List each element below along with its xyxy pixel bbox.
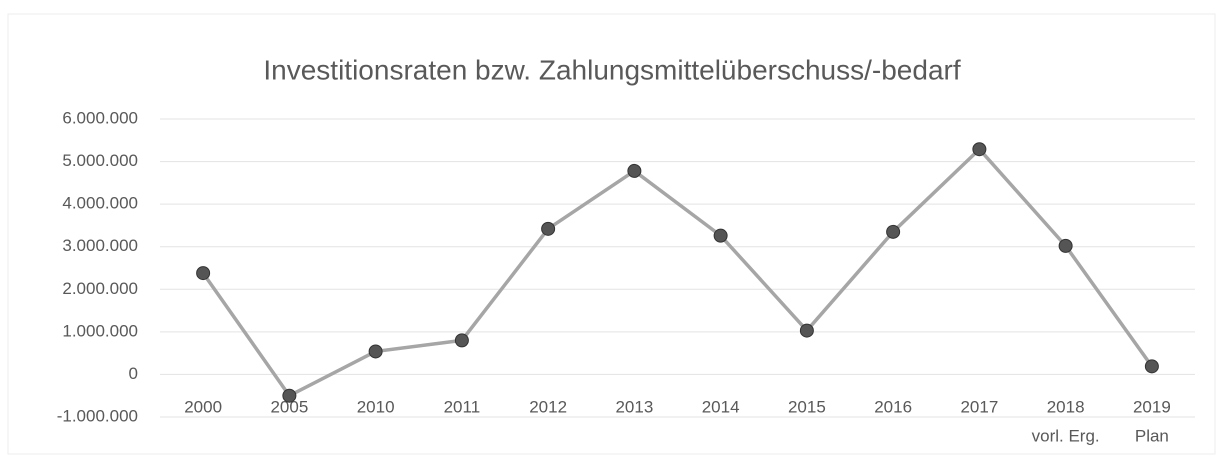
x-tick-label: 2011	[444, 397, 481, 416]
y-tick-label: 3.000.000	[62, 236, 138, 255]
series-line	[201, 147, 1154, 398]
data-point	[368, 344, 383, 359]
x-tick-label: Plan	[1135, 426, 1169, 445]
x-tick-label: 2019	[1133, 397, 1171, 416]
x-tick-label: 2018	[1047, 397, 1085, 416]
y-tick-label: 5.000.000	[62, 151, 138, 170]
data-point	[1144, 359, 1159, 374]
y-tick-label: 0	[129, 364, 138, 383]
y-tick-label: 4.000.000	[62, 194, 138, 213]
chart-frame	[7, 13, 1216, 455]
x-tick-label: 2017	[960, 397, 998, 416]
x-tick-label: 2016	[874, 397, 912, 416]
y-tick-label: 6.000.000	[62, 108, 138, 127]
x-tick-label: 2010	[357, 397, 395, 416]
data-point	[454, 333, 469, 348]
data-point	[713, 228, 728, 243]
x-tick-label: 2014	[702, 397, 740, 416]
y-tick-label: 1.000.000	[62, 321, 138, 340]
x-tick-label: 2000	[184, 397, 222, 416]
y-tick-label: 2.000.000	[62, 279, 138, 298]
data-point	[627, 163, 642, 178]
data-point	[196, 266, 211, 281]
x-tick-label: vorl. Erg.	[1032, 426, 1100, 445]
data-point	[541, 221, 556, 236]
x-tick-label: 2013	[615, 397, 653, 416]
x-tick-label: 2005	[270, 397, 308, 416]
data-point	[282, 388, 297, 403]
x-tick-label: 2015	[788, 397, 826, 416]
y-tick-label: -1.000.000	[57, 406, 138, 425]
data-point	[1058, 238, 1073, 253]
x-tick-label: 2012	[529, 397, 567, 416]
data-point	[972, 142, 987, 157]
chart-title: Investitionsraten bzw. Zahlungsmittelübe…	[263, 54, 960, 85]
data-point	[799, 323, 814, 338]
data-point	[886, 224, 901, 239]
